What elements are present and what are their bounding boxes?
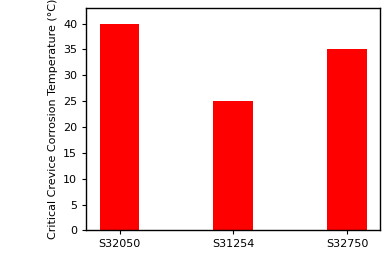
Y-axis label: Critical Crevice Corrosion Temperature (°C): Critical Crevice Corrosion Temperature (… bbox=[47, 0, 58, 239]
Bar bbox=[100, 24, 140, 230]
Bar bbox=[213, 101, 253, 230]
Bar bbox=[327, 50, 367, 230]
